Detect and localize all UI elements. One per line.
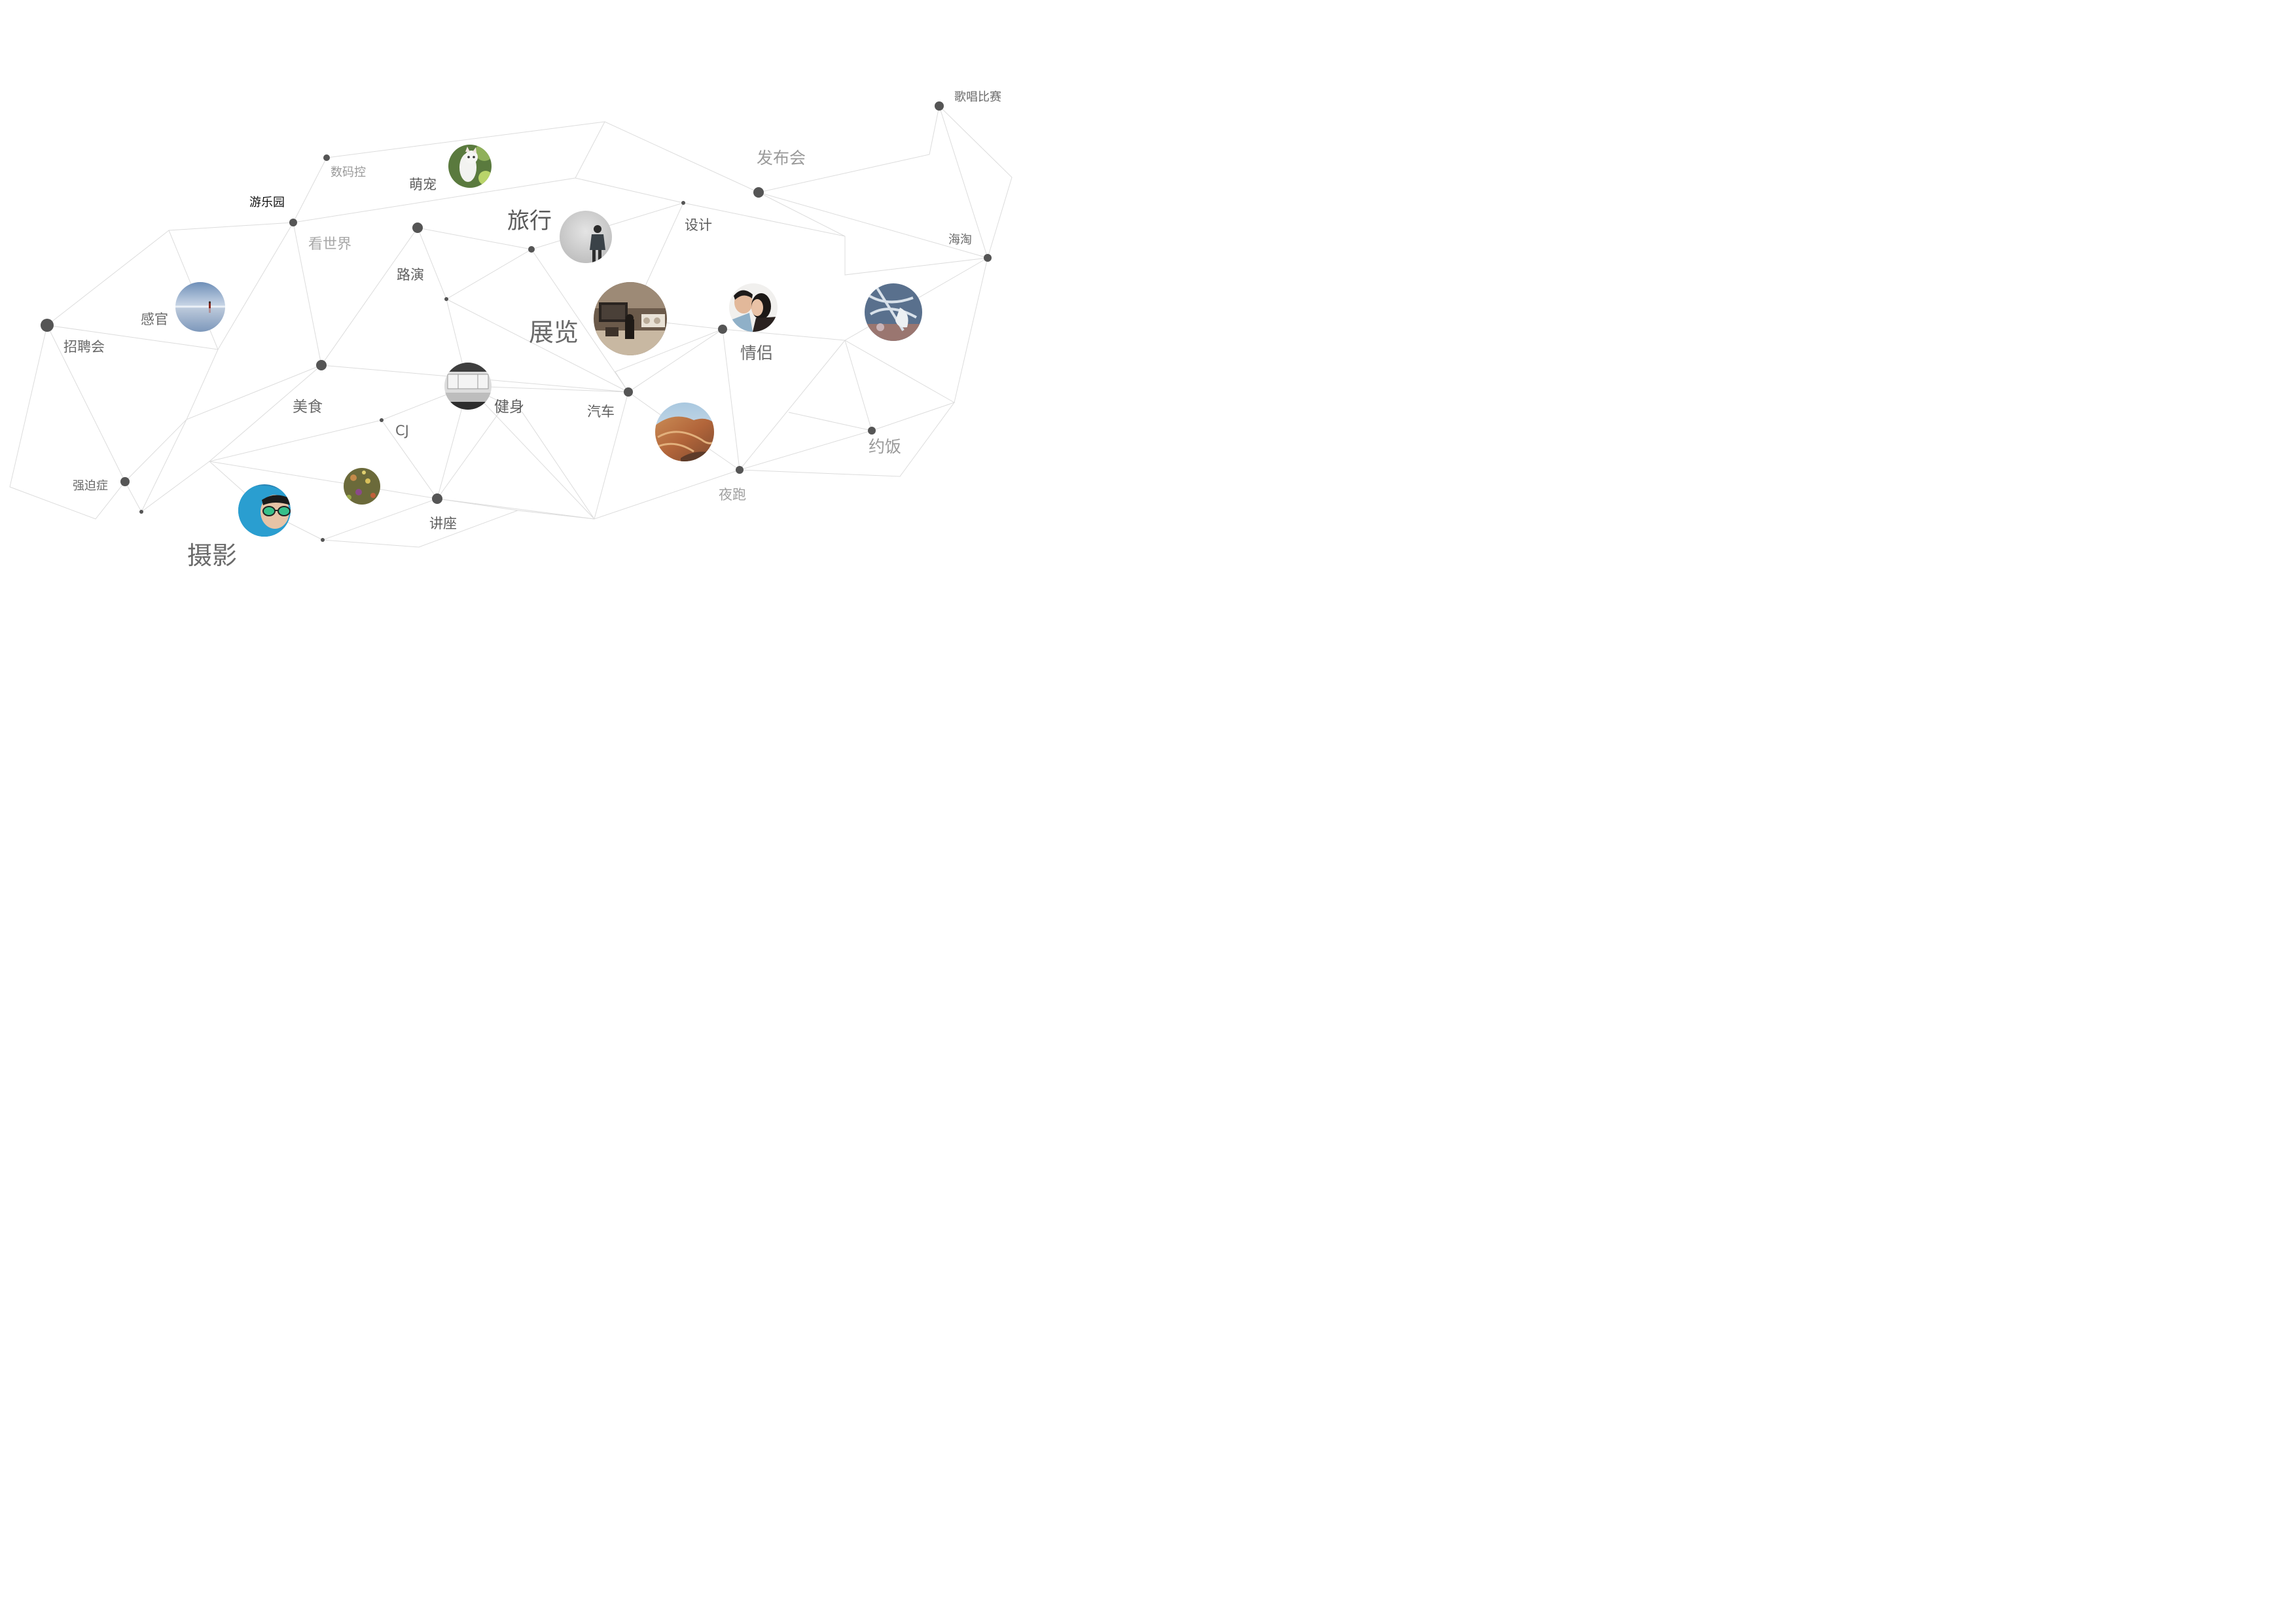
node-qiang-po-zheng[interactable] [120,477,130,486]
label-qiang-po-zheng[interactable]: 强迫症 [73,479,108,493]
node-labels: 歌唱比赛 发布会 数码控 萌宠 游乐园 看世界 旅行 设计 海淘 路演 感官 招… [63,90,1001,570]
node-yue-fan[interactable] [868,427,876,435]
node-small-junction[interactable] [444,297,448,301]
label-ye-pao[interactable]: 夜跑 [719,487,746,503]
edge [615,329,846,471]
label-mei-shi[interactable]: 美食 [293,399,323,416]
node-fa-bu-hui[interactable] [753,187,764,198]
node-lv-xing[interactable] [528,246,535,253]
node-hai-tao[interactable] [984,254,992,262]
label-jiang-zuo[interactable]: 讲座 [429,516,457,531]
wildflowers-photo[interactable] [344,468,380,505]
node-qi-che[interactable] [624,387,633,397]
edge [326,105,1013,276]
edge [322,498,438,541]
label-she-ji[interactable]: 设计 [685,217,712,233]
label-hai-tao[interactable]: 海淘 [948,233,972,247]
painted-hills-photo[interactable] [655,402,714,461]
kitchen-counter-photo[interactable] [444,363,492,410]
node-cj[interactable] [380,418,384,422]
woman-in-sunglasses-photo[interactable] [238,484,291,537]
label-ge-chang-bi-sai[interactable]: 歌唱比赛 [954,90,1001,104]
label-yue-fan[interactable]: 约饭 [869,437,901,456]
photo-nodes [175,143,922,537]
interest-network-diagram: 歌唱比赛 发布会 数码控 萌宠 游乐园 看世界 旅行 设计 海淘 路演 感官 招… [9,90,1013,570]
node-ye-pao[interactable] [736,466,744,474]
salt-flat-reflection-photo[interactable] [175,282,225,332]
label-qing-lv[interactable]: 情侣 [740,344,773,363]
label-meng-chong[interactable]: 萌宠 [409,177,437,192]
gallery-interior-photo[interactable] [594,282,667,355]
node-shu-ma-kong[interactable] [323,154,330,161]
label-zhao-pin-hui[interactable]: 招聘会 [63,339,105,355]
kissing-couple-photo[interactable] [729,283,778,332]
node-you-le-yuan[interactable] [289,219,297,226]
edge [293,222,630,393]
node-jiang-zuo[interactable] [432,493,442,504]
edge [209,405,505,499]
white-kitten-photo[interactable] [448,143,493,188]
label-zhan-lan[interactable]: 展览 [529,318,579,347]
frosted-branches-photo[interactable] [865,283,922,341]
label-shu-ma-kong[interactable]: 数码控 [331,166,366,179]
edge [844,105,988,403]
label-lu-yan[interactable]: 路演 [397,267,424,283]
node-small-bottom[interactable] [321,538,325,542]
man-facing-wall-photo[interactable] [560,211,612,263]
node-zhao-pin-hui[interactable] [41,319,54,332]
label-qi-che[interactable]: 汽车 [587,404,615,419]
node-she-ji[interactable] [681,201,685,205]
network-nodes [41,101,992,542]
node-small-left[interactable] [139,510,143,514]
label-kan-shi-jie[interactable]: 看世界 [308,236,351,253]
edge [9,222,322,520]
label-cj[interactable]: CJ [395,423,409,438]
edge [758,192,988,259]
label-gan-guan[interactable]: 感官 [141,312,168,327]
node-ge-chang-bi-sai[interactable] [935,101,944,111]
label-she-ying[interactable]: 摄影 [187,541,237,570]
label-fa-bu-hui[interactable]: 发布会 [757,149,806,168]
label-jian-shen[interactable]: 健身 [494,399,524,416]
label-lv-xing[interactable]: 旅行 [507,208,552,234]
node-lu-yan[interactable] [412,223,423,233]
label-you-le-yuan[interactable]: 游乐园 [249,196,285,209]
node-mei-shi[interactable] [316,360,327,370]
node-qing-lv[interactable] [718,325,727,334]
